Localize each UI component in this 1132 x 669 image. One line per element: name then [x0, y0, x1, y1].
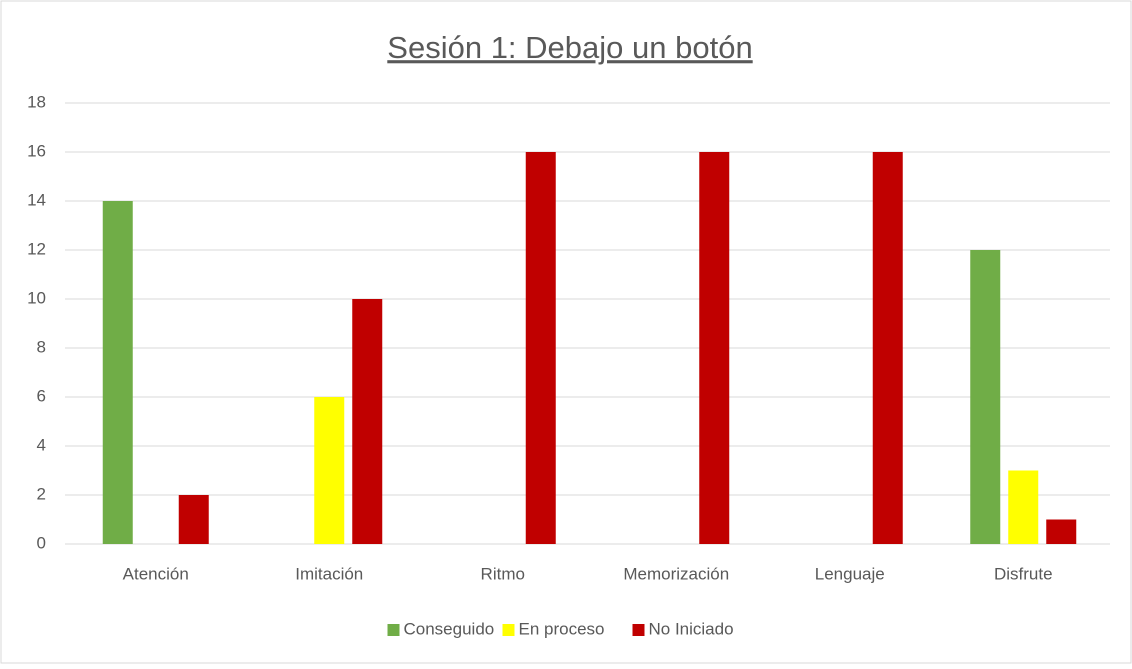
- bar: [699, 152, 730, 544]
- bar: [525, 152, 556, 544]
- legend-swatch: [387, 624, 400, 636]
- bar: [102, 201, 133, 544]
- y-tick-label: 2: [37, 484, 46, 503]
- legend-label: No Iniciado: [649, 619, 734, 638]
- bar: [1008, 470, 1039, 544]
- y-tick-label: 4: [37, 435, 46, 454]
- y-tick-label: 16: [27, 141, 46, 160]
- chart-title: Sesión 1: Debajo un botón: [387, 30, 752, 65]
- x-tick-label: Atención: [123, 564, 189, 583]
- y-tick-label: 18: [27, 92, 46, 111]
- legend-swatch: [632, 624, 645, 636]
- y-tick-label: 10: [27, 288, 46, 307]
- x-tick-label: Lenguaje: [815, 564, 885, 583]
- y-tick-label: 6: [37, 386, 46, 405]
- bar: [178, 495, 209, 544]
- bar: [970, 250, 1001, 544]
- x-tick-label: Memorización: [623, 564, 729, 583]
- bar: [872, 152, 903, 544]
- x-tick-label: Disfrute: [994, 564, 1053, 583]
- legend-swatch: [502, 624, 515, 636]
- y-tick-label: 0: [37, 533, 46, 552]
- bar: [352, 299, 383, 544]
- x-tick-label: Ritmo: [481, 564, 525, 583]
- y-tick-label: 8: [37, 337, 46, 356]
- bar: [314, 397, 345, 544]
- legend-label: Conseguido: [404, 619, 495, 638]
- y-tick-label: 12: [27, 239, 46, 258]
- legend-label: En proceso: [519, 619, 605, 638]
- bar: [1046, 519, 1077, 544]
- y-tick-label: 14: [27, 190, 46, 209]
- x-tick-label: Imitación: [295, 564, 363, 583]
